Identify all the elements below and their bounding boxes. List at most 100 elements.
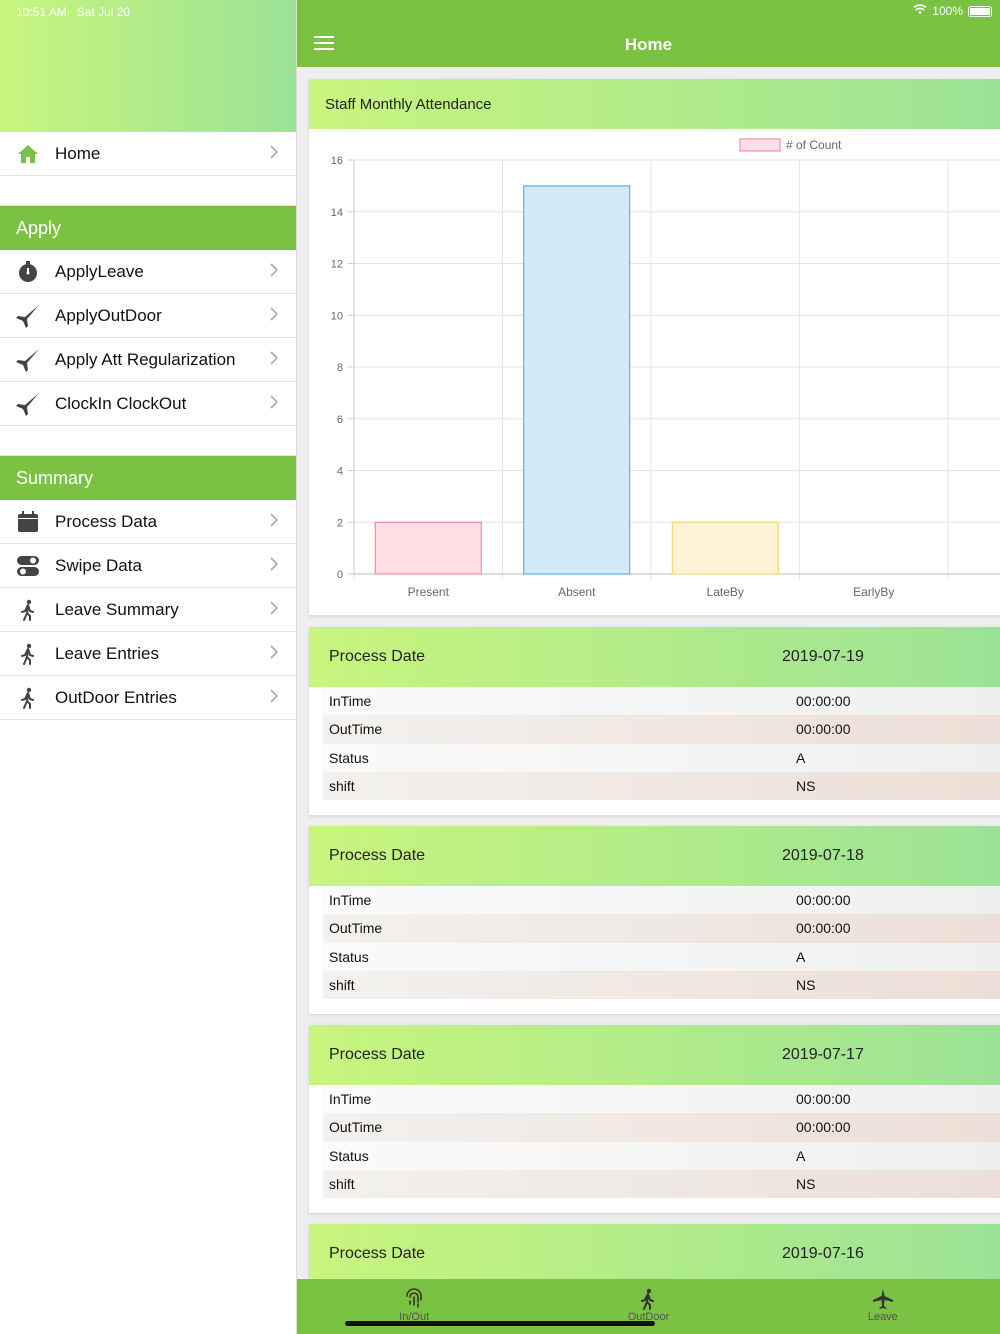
record-field-label: shift: [329, 778, 355, 795]
sidebar-item-label: ApplyOutDoor: [55, 305, 162, 325]
sidebar-item-process-data[interactable]: Process Data: [0, 500, 296, 544]
bar-lateby: [671, 521, 779, 575]
record-field-label: shift: [329, 977, 355, 994]
sidebar-item-apply-leave[interactable]: ApplyLeave: [0, 250, 296, 294]
record-field-value: 00:00:00: [796, 892, 851, 909]
y-tick-label: 12: [331, 259, 343, 271]
sidebar-section-summary: Summary: [0, 456, 296, 500]
x-tick-label: Present: [408, 585, 450, 599]
home-icon: [0, 143, 55, 165]
record-header-label: Process Date: [329, 1046, 426, 1063]
y-tick-label: 16: [331, 155, 343, 167]
record-field-value: 00:00:00: [796, 920, 851, 937]
record-row: InTime 00:00:00: [323, 1085, 1000, 1114]
record-field-value: 00:00:00: [796, 1091, 851, 1108]
record-field-label: InTime: [329, 1091, 372, 1108]
record-header: Process Date 2019-07-17: [309, 1025, 1000, 1085]
chevron-right-icon: [270, 145, 296, 162]
chevron-right-icon: [270, 513, 296, 530]
battery-percent: 100%: [932, 4, 963, 18]
sidebar-item-label: Leave Entries: [55, 643, 159, 663]
bar-absent: [523, 185, 631, 575]
chevron-right-icon: [270, 601, 296, 618]
sidebar-item-label: Home: [55, 143, 101, 163]
sidebar-item-outdoor-entries[interactable]: OutDoor Entries: [0, 676, 296, 720]
record-header-label: Process Date: [329, 648, 426, 665]
walking-icon: [0, 599, 55, 621]
record-row: shift NS: [323, 970, 1000, 1000]
record-field-value: NS: [796, 778, 816, 795]
sidebar-item-leave-entries[interactable]: Leave Entries: [0, 632, 296, 676]
y-tick-label: 6: [337, 414, 343, 426]
page-title: Home: [624, 35, 673, 54]
record-header-label: Process Date: [329, 847, 426, 864]
sidebar-item-label: Leave Summary: [55, 599, 179, 619]
tab-in-out[interactable]: In/Out: [297, 1279, 531, 1334]
status-time-date: 10:51 AM Sat Jul 20: [16, 5, 130, 19]
attendance-bar-chart: 0 2 4 6 8 10 12 14 16 Present Absent LateBy EarlyBy #…: [331, 138, 1000, 599]
y-tick-label: 0: [337, 569, 343, 581]
sidebar-item-leave-summary[interactable]: Leave Summary: [0, 588, 296, 632]
chevron-right-icon: [270, 645, 296, 662]
walking-icon: [0, 643, 55, 665]
record-row: OutTime 00:00:00: [323, 914, 1000, 943]
jet-icon: [0, 347, 55, 373]
record-row: InTime 00:00:00: [323, 687, 1000, 716]
y-tick-label: 4: [337, 466, 343, 478]
sidebar: 10:51 AM Sat Jul 20 Home Apply ApplyLeav…: [0, 0, 297, 1334]
walking-icon: [639, 1287, 657, 1311]
status-indicators: 100%: [913, 4, 992, 18]
record-field-label: Status: [329, 1147, 369, 1164]
record-row: Status A: [323, 743, 1000, 772]
fingerprint-icon: [404, 1287, 424, 1311]
wifi-icon: [913, 4, 927, 18]
status-date: Sat Jul 20: [76, 5, 131, 19]
sidebar-item-label: Process Data: [55, 511, 158, 531]
sidebar-item-apply-att-regularization[interactable]: Apply Att Regularization: [0, 338, 296, 382]
y-tick-label: 8: [337, 362, 343, 374]
record-row: Status A: [323, 942, 1000, 971]
stopwatch-icon: [0, 260, 55, 284]
record-row: shift NS: [323, 1169, 1000, 1199]
toggle-icon: [0, 555, 55, 577]
process-record-card: Process Date 2019-07-19 InTime 00:00:00 OutT…: [309, 627, 1000, 815]
record-field-value: NS: [796, 1176, 816, 1193]
record-row: OutTime 00:00:00: [323, 1113, 1000, 1142]
sidebar-section-apply: Apply: [0, 206, 296, 250]
sidebar-item-label: ApplyLeave: [55, 261, 144, 281]
record-field-label: OutTime: [329, 1119, 383, 1136]
battery-icon: [968, 5, 992, 17]
sidebar-item-apply-outdoor[interactable]: ApplyOutDoor: [0, 294, 296, 338]
record-field-label: InTime: [329, 693, 372, 710]
walking-icon: [0, 687, 55, 709]
tab-label: In/Out: [399, 1311, 430, 1323]
legend-swatch: [739, 138, 781, 152]
record-field-value: 00:00:00: [796, 721, 851, 738]
record-row: Status A: [323, 1141, 1000, 1170]
record-header: Process Date 2019-07-19: [309, 627, 1000, 687]
tab-outdoor[interactable]: OutDoor: [531, 1279, 765, 1334]
x-tick-label: LateBy: [707, 585, 744, 599]
chevron-right-icon: [270, 395, 296, 412]
chevron-right-icon: [270, 689, 296, 706]
airplane-icon: [872, 1287, 894, 1311]
bar-present: [374, 521, 482, 575]
sidebar-item-home[interactable]: Home: [0, 132, 296, 176]
record-row: shift NS: [323, 771, 1000, 801]
sidebar-spacer: [0, 426, 296, 456]
sidebar-item-clockin-clockout[interactable]: ClockIn ClockOut: [0, 382, 296, 426]
tab-leave[interactable]: Leave: [766, 1279, 1000, 1334]
top-navigation-bar: Home 100%: [297, 0, 1000, 67]
record-field-value: 00:00:00: [796, 693, 851, 710]
chevron-right-icon: [270, 351, 296, 368]
x-tick-label: EarlyBy: [853, 585, 894, 599]
calendar-icon: [0, 510, 55, 533]
record-field-value: NS: [796, 977, 816, 994]
hamburger-menu-icon[interactable]: [314, 36, 334, 50]
record-header-label: Process Date: [329, 1245, 426, 1262]
sidebar-item-swipe-data[interactable]: Swipe Data: [0, 544, 296, 588]
